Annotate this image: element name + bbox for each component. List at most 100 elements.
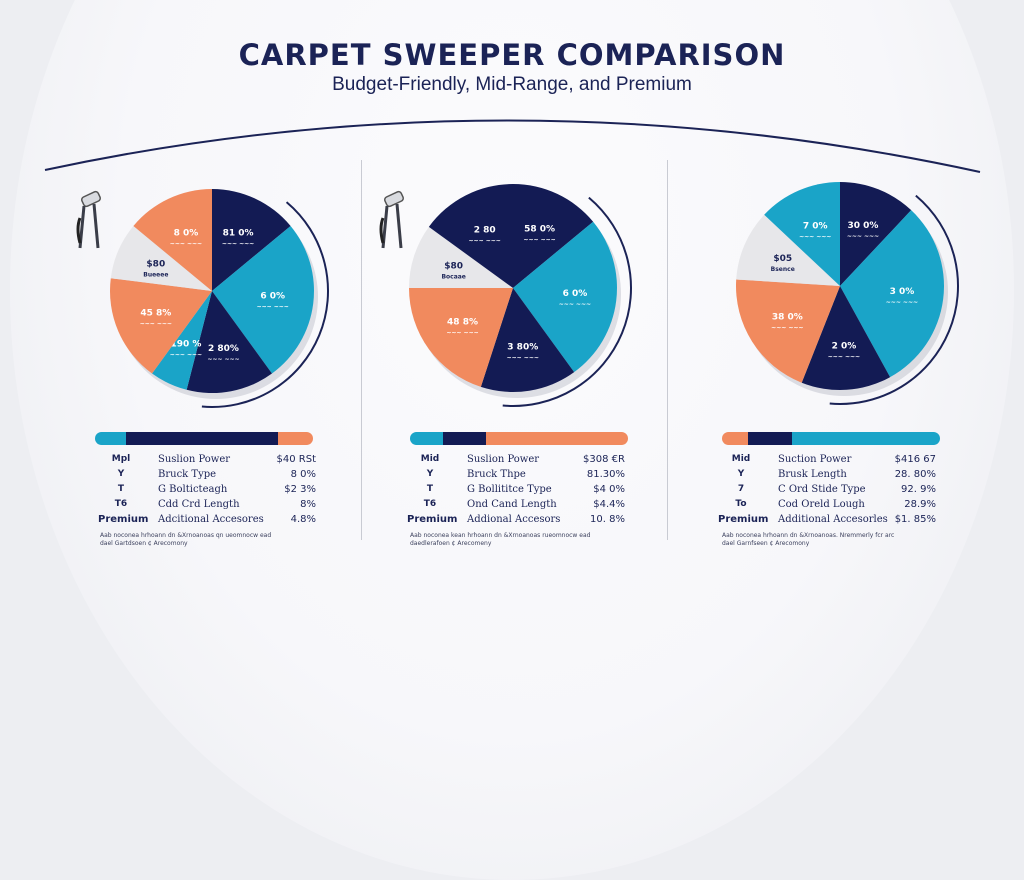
row-feature: Bruck Thpe xyxy=(467,469,526,480)
row-tier-label: Mid xyxy=(731,454,751,464)
slice-sublabel: ~~~ ~~~ xyxy=(799,234,831,241)
bar-segment xyxy=(410,432,443,445)
feature-table: Mpl Suslion Power $40 RSt Y Bruck Type 8 0% T G… xyxy=(98,454,338,529)
row-tier-label: T6 xyxy=(114,499,128,509)
pie-slice xyxy=(513,221,617,373)
row-tier-label: To xyxy=(735,499,747,509)
bar-segment xyxy=(442,432,487,445)
row-feature: C Ord Stide Type xyxy=(778,484,866,495)
table-row: Y Bruck Thpe 81.30% xyxy=(407,469,647,484)
footnote: Aab noconea hrhoann dn &Xrnoanoas. Nremm… xyxy=(722,532,922,548)
pie-slice xyxy=(736,214,840,286)
pie-slice xyxy=(801,286,891,391)
slice-label: 3 80% xyxy=(507,343,538,353)
row-feature: Adcitional Accesores xyxy=(158,514,264,525)
segment-bar xyxy=(95,432,313,445)
row-value: $1. 85% xyxy=(894,514,936,525)
page-subtitle: Budget-Friendly, Mid-Range, and Premium xyxy=(332,74,692,95)
row-tier-label: Y xyxy=(117,469,125,479)
slice-label: 30 0% xyxy=(848,221,879,231)
slice-sublabel: Bsence xyxy=(771,266,795,273)
slice-label: 190 % xyxy=(170,339,201,349)
table-row: Premium Adcitional Accesores 4.8% xyxy=(98,514,338,529)
row-value: 28.9% xyxy=(904,499,936,510)
pie-slice xyxy=(212,225,315,374)
row-feature: Suslion Power xyxy=(158,454,231,465)
pie-chart: 58 0% ~~~ ~~~ 6 0% ~~~ ~~~ 3 80% ~~~ ~~~ 48 8%… xyxy=(409,184,632,407)
row-feature: Suslion Power xyxy=(467,454,540,465)
row-value: 4.8% xyxy=(290,514,316,525)
footnote-line: Aab noconea kean hrhoann dn &Xrnoanoas r… xyxy=(410,532,591,539)
table-row: Mpl Suslion Power $40 RSt xyxy=(98,454,338,469)
row-feature: Additional Accesorles xyxy=(778,514,888,525)
table-row: T G Bolticteagh $2 3% xyxy=(98,484,338,499)
row-tier-label: T6 xyxy=(423,499,437,509)
row-feature: Suction Power xyxy=(778,454,852,465)
pie-slice xyxy=(152,291,212,390)
pie-slice xyxy=(409,288,513,387)
row-value: 10. 8% xyxy=(590,514,625,525)
pie-outer-arc xyxy=(829,194,959,405)
table-row: Mid Suction Power $416 67 xyxy=(718,454,958,469)
pie-slice xyxy=(428,184,513,288)
row-tier-label: Mid xyxy=(420,454,440,464)
slice-label: $05 xyxy=(773,254,792,264)
slice-sublabel: ~~~ ~~~ xyxy=(771,324,803,331)
table-row: Y Brusk Length 28. 80% xyxy=(718,469,958,484)
page-title: CARPET SWEEPER COMPARISON xyxy=(238,38,786,72)
pie-slice xyxy=(480,288,575,392)
decorative-arc xyxy=(44,119,981,173)
table-row: To Cod Oreld Lough 28.9% xyxy=(718,499,958,514)
mid-range-panel: 58 0% ~~~ ~~~ 6 0% ~~~ ~~~ 3 80% ~~~ ~~~ 48 8%… xyxy=(379,170,685,560)
slice-label: $80 xyxy=(146,260,165,270)
bar-segment xyxy=(125,432,279,445)
table-row: Premium Additional Accesorles $1. 85% xyxy=(718,514,958,529)
row-feature: Bruck Type xyxy=(158,469,217,480)
slice-sublabel: ~~~ ~~~ xyxy=(507,355,539,362)
feature-table: Mid Suslion Power $308 €R Y Bruck Thpe 81.30%… xyxy=(407,454,647,529)
slice-label: 6 0% xyxy=(260,292,285,302)
slice-label: 48 8% xyxy=(447,318,478,328)
pie-chart: 30 0% ~~~ ~~~ 3 0% ~~~ ~~~ 2 0% ~~~ ~~~ 38 0% ~… xyxy=(736,182,959,405)
slice-label: 45 8% xyxy=(140,308,171,318)
segment-bar xyxy=(722,432,940,445)
row-value: 8% xyxy=(300,499,316,510)
table-row: Premium Addional Accesors 10. 8% xyxy=(407,514,647,529)
slice-label: 58 0% xyxy=(524,225,555,235)
table-row: Y Bruck Type 8 0% xyxy=(98,469,338,484)
slice-sublabel: ~~~ ~~~ xyxy=(170,241,202,248)
slice-label: 7 0% xyxy=(803,222,828,232)
sweeper-handle-icon xyxy=(379,190,405,249)
footnote: Aab noconea kean hrhoann dn &Xrnoanoas r… xyxy=(410,532,610,548)
slice-sublabel: ~~~ ~~~ xyxy=(170,351,202,358)
pie-slice xyxy=(212,189,291,291)
footnote-line: dael Garnfseen ¢ Arecomony xyxy=(722,540,810,547)
row-value: $308 €R xyxy=(583,454,625,465)
pie-slice xyxy=(110,225,212,291)
slice-sublabel: ~~~ ~~~ xyxy=(886,299,918,306)
feature-table: Mid Suction Power $416 67 Y Brusk Length 28. … xyxy=(718,454,958,529)
slice-label: 6 0% xyxy=(563,289,588,299)
row-tier-label: T xyxy=(426,484,434,494)
row-tier-label: Mpl xyxy=(111,454,131,464)
row-tier-label: Y xyxy=(426,469,434,479)
slice-sublabel: ~~~ ~~~ xyxy=(222,241,254,248)
column-divider xyxy=(667,160,668,540)
pie-slice xyxy=(513,184,594,288)
footnote-line: Aab noconea hrhoann dn &Xrnoanoas. Nremm… xyxy=(722,532,895,539)
row-feature: Brusk Length xyxy=(778,469,847,480)
pie-outer-arc xyxy=(502,196,632,407)
pie-slice xyxy=(409,226,513,288)
bar-segment xyxy=(95,432,126,445)
column-divider xyxy=(361,160,362,540)
slice-sublabel: ~~~ ~~~ xyxy=(446,330,478,337)
row-value: $4.4% xyxy=(593,499,625,510)
row-feature: Cod Oreld Lough xyxy=(778,499,865,510)
slice-sublabel: ~~~ ~~~ xyxy=(140,320,172,327)
slice-sublabel: ~~~ ~~~ xyxy=(828,353,860,360)
budget-panel: 81 0% ~~~ ~~~ 6 0% ~~~ ~~~ 2 80% ~~~ ~~~ 190 %… xyxy=(76,170,380,560)
row-value: 81.30% xyxy=(586,469,625,480)
row-value: $416 67 xyxy=(894,454,936,465)
slice-label: 2 80% xyxy=(208,344,239,354)
pie-chart: 81 0% ~~~ ~~~ 6 0% ~~~ ~~~ 2 80% ~~~ ~~~ 190 %… xyxy=(110,189,329,408)
